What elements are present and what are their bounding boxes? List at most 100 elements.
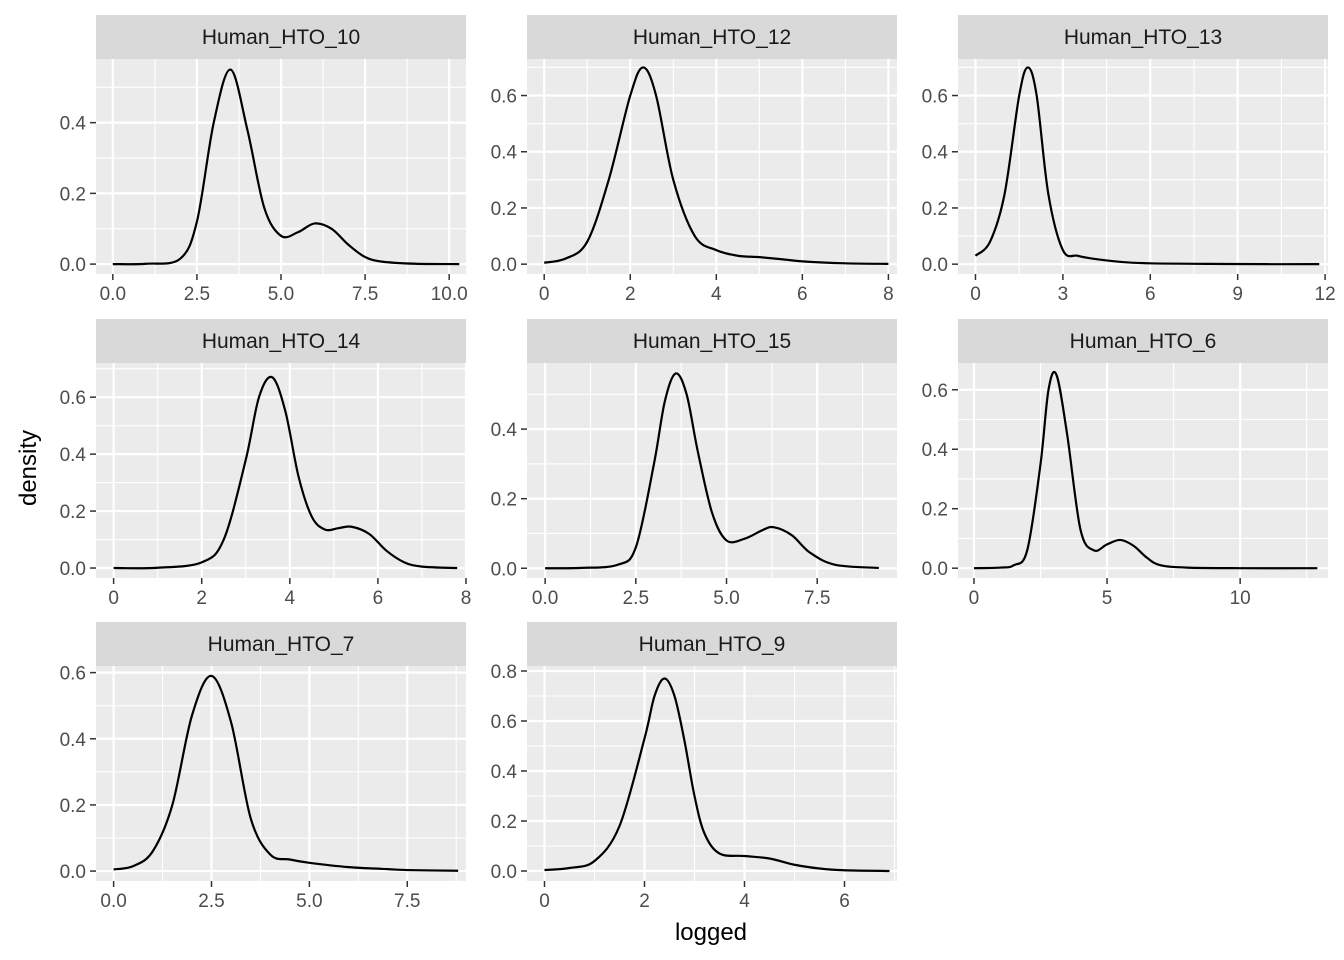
y-tick-label: 0.4 <box>922 440 949 461</box>
x-tick-label: 4 <box>711 284 722 305</box>
density-curve <box>973 370 1318 570</box>
x-tick-label: 8 <box>883 284 894 305</box>
x-tick-label: 5 <box>1102 588 1113 609</box>
y-tick-label: 0.2 <box>491 199 517 220</box>
y-tick-label: 0.0 <box>60 255 86 276</box>
gridlines <box>527 666 897 881</box>
y-tick-label: 0.4 <box>491 420 518 441</box>
density-curve <box>543 66 889 265</box>
facet-strip-label: Human_HTO_12 <box>633 26 791 49</box>
x-tick-label: 12 <box>1315 284 1336 305</box>
facet-panels: Human_HTO_100.0 2.5 5.0 7.5 10.00.00.20.4Hum… <box>60 15 1336 912</box>
y-tick-label: 0.6 <box>491 712 517 733</box>
facet-strip <box>96 319 466 363</box>
facet-strip-label: Human_HTO_7 <box>208 633 355 656</box>
x-tick-label: 7.5 <box>352 284 378 305</box>
facet-strip <box>958 15 1328 59</box>
y-tick-label: 0.2 <box>60 502 86 523</box>
x-tick-label: 5.0 <box>268 284 294 305</box>
x-tick-label: 8 <box>461 588 472 609</box>
density-curve <box>113 375 458 570</box>
x-axis-title: logged <box>675 919 747 946</box>
x-tick-label: 2.5 <box>623 588 649 609</box>
y-tick-label: 0.2 <box>922 199 948 220</box>
x-tick-label: 3 <box>1058 284 1069 305</box>
x-tick-label: 4 <box>285 588 296 609</box>
x-tick-label: 0 <box>969 588 980 609</box>
facet-human-hto-14: Human_HTO_14 0 2 4 6 8 0.0 0.2 0.4 0.6 <box>60 319 472 609</box>
y-tick-label: 0.4 <box>491 143 518 164</box>
facet-strip-label: Human_HTO_15 <box>633 330 791 353</box>
y-tick-label: 0.0 <box>491 255 517 276</box>
x-tick-label: 6 <box>1145 284 1156 305</box>
y-axis-title: density <box>15 430 42 506</box>
facet-strip-label: Human_HTO_9 <box>639 633 786 656</box>
x-tick-label: 0.0 <box>532 588 558 609</box>
facet-strip <box>527 319 897 363</box>
y-tick-label: 0.6 <box>60 664 86 685</box>
panel-background <box>96 666 466 881</box>
y-tick-label: 0.2 <box>60 184 86 205</box>
y-tick-label: 0.6 <box>922 87 948 108</box>
gridlines <box>527 363 897 578</box>
y-tick-label: 0.0 <box>60 559 86 580</box>
facet-human-hto-15: Human_HTO_15 0.0 2.5 5.0 7.5 0.0 0.2 0.4 <box>491 319 897 609</box>
x-tick-label: 2.5 <box>184 284 210 305</box>
y-tick-label: 0.6 <box>60 388 86 409</box>
x-tick-label: 5.0 <box>296 891 322 912</box>
y-tick-label: 0.0 <box>922 559 948 580</box>
facet-human-hto-12: Human_HTO_12 0 2 4 6 8 0.0 0.2 0.4 0.6 <box>491 15 897 305</box>
y-tick-label: 0.2 <box>491 812 517 833</box>
y-tick-label: 0.4 <box>60 445 87 466</box>
x-tick-label: 5.0 <box>713 588 739 609</box>
x-tick-label: 0 <box>539 891 550 912</box>
density-curve <box>113 674 459 872</box>
y-tick-label: 0.8 <box>491 662 517 683</box>
y-tick-label: 0.2 <box>60 796 86 817</box>
facet-human-hto-6: Human_HTO_6 0 5 10 0.0 0.2 0.4 0.6 <box>922 319 1328 609</box>
x-tick-label: 0 <box>108 588 119 609</box>
x-tick-label: 2.5 <box>198 891 224 912</box>
x-tick-label: 6 <box>839 891 850 912</box>
facet-human-hto-13: Human_HTO_13 0 3 6 9 12 0.0 0.2 0.4 0.6 <box>922 15 1336 305</box>
x-tick-label: 0.0 <box>100 891 126 912</box>
x-tick-label: 2 <box>625 284 636 305</box>
facet-strip <box>96 15 466 59</box>
y-tick-label: 0.4 <box>922 143 949 164</box>
facet-strip-label: Human_HTO_10 <box>202 26 360 49</box>
x-tick-label: 6 <box>797 284 808 305</box>
panel-background <box>527 666 897 881</box>
y-tick-label: 0.4 <box>491 762 518 783</box>
x-tick-label: 7.5 <box>394 891 420 912</box>
facet-strip <box>958 319 1328 363</box>
panel-background <box>527 363 897 578</box>
panel-background <box>527 59 897 274</box>
y-tick-label: 0.4 <box>60 114 87 135</box>
y-tick-label: 0.0 <box>491 559 517 580</box>
density-curve <box>544 677 890 873</box>
density-curve <box>112 68 460 266</box>
x-tick-label: 0 <box>539 284 550 305</box>
y-tick-label: 0.2 <box>491 490 517 511</box>
panel-background <box>958 363 1328 578</box>
facet-human-hto-10: Human_HTO_10 0.0 2.5 5.0 7.5 10.0 0.0 0.2 0.4 <box>60 15 468 305</box>
facet-strip <box>96 622 466 666</box>
y-tick-label: 0.4 <box>60 730 87 751</box>
panel-background <box>958 59 1328 274</box>
y-tick-label: 0.0 <box>60 862 86 883</box>
x-tick-label: 2 <box>196 588 207 609</box>
y-tick-label: 0.2 <box>922 500 948 521</box>
facet-strip-label: Human_HTO_14 <box>202 330 361 353</box>
x-tick-label: 4 <box>739 891 750 912</box>
x-tick-label: 9 <box>1232 284 1243 305</box>
gridlines <box>527 59 897 274</box>
facet-human-hto-7: Human_HTO_7 0.0 2.5 5.0 7.5 0.0 0.2 0.4 0.6 <box>60 622 466 912</box>
facet-strip-label: Human_HTO_13 <box>1064 26 1222 49</box>
x-tick-label: 10.0 <box>431 284 468 305</box>
x-tick-label: 7.5 <box>804 588 830 609</box>
x-tick-label: 0 <box>970 284 981 305</box>
facet-strip <box>527 622 897 666</box>
density-curve <box>545 372 879 570</box>
y-tick-label: 0.0 <box>922 255 948 276</box>
